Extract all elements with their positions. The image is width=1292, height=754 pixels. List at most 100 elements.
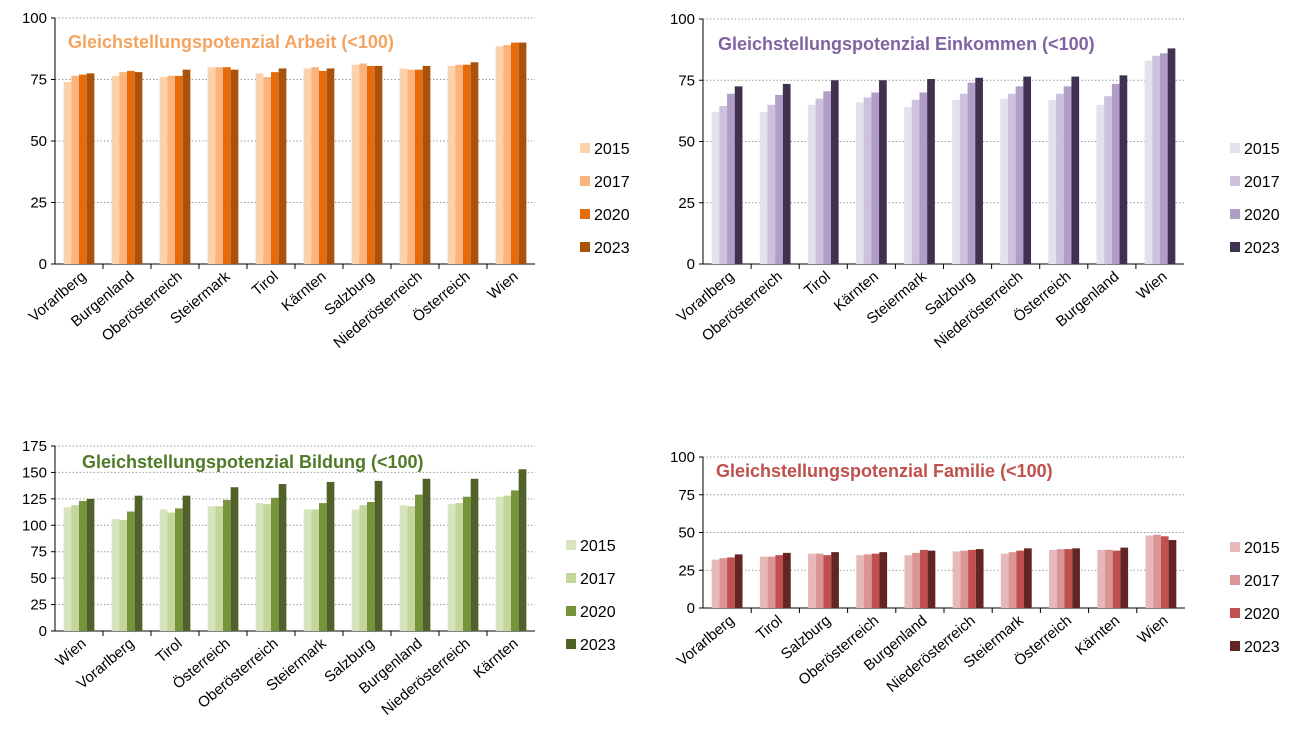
bar-2023: [518, 469, 527, 631]
bar-2015: [255, 503, 264, 631]
y-tick-label: 100: [22, 517, 47, 534]
legend-swatch: [1230, 608, 1240, 618]
legend-label: 2017: [594, 174, 630, 191]
bar-2015: [711, 112, 720, 264]
y-tick-label: 25: [30, 195, 47, 212]
bar-2023: [830, 80, 839, 264]
bar-2017: [407, 69, 415, 264]
plot-area: 0255075100VorarlbergBurgenlandOberösterr…: [22, 10, 535, 352]
legend-swatch: [1230, 209, 1240, 219]
bar-2023: [470, 62, 479, 264]
bar-2017: [767, 556, 776, 608]
legend-swatch: [566, 540, 576, 550]
bar-2017: [503, 495, 511, 631]
chart-arbeit-panel: 0 25 50 75 100 Vorarlberg Burgenland Oberösterr…: [0, 0, 646, 374]
bar-2023: [927, 550, 936, 608]
bar-2017: [71, 75, 79, 264]
y-tick-label: 25: [678, 562, 695, 579]
x-tick-label: Niederösterreich: [931, 268, 1026, 352]
bar-2015: [807, 104, 816, 264]
bar-2015: [303, 68, 312, 265]
bar-2020: [79, 74, 87, 264]
legend-label: 2017: [580, 571, 616, 588]
y-tick-label: 50: [678, 134, 695, 151]
bar-2023: [734, 86, 743, 264]
x-tick-label: Tirol: [753, 612, 786, 643]
bar-2023: [831, 552, 839, 608]
bar-2020: [415, 69, 423, 264]
bar-2017: [263, 77, 271, 264]
legend-swatch: [1230, 641, 1240, 651]
bar-2023: [1023, 76, 1032, 264]
bar-2020: [367, 502, 375, 631]
bar-2020: [1111, 83, 1120, 264]
y-tick-label: 50: [678, 525, 695, 542]
bar-2015: [904, 555, 913, 608]
bar-2023: [86, 73, 95, 264]
bar-2017: [407, 506, 415, 631]
bar-2017: [912, 552, 920, 608]
bar-2017: [960, 550, 969, 608]
bar-2017: [1153, 534, 1161, 608]
legend-label: 2020: [594, 207, 630, 224]
bar-2015: [63, 507, 72, 631]
x-tick-label: Niederösterreich: [378, 635, 473, 719]
legend-label: 2020: [1244, 207, 1280, 224]
bar-2017: [1056, 93, 1064, 264]
legend-label: 2023: [580, 637, 616, 654]
bar-2020: [1015, 86, 1024, 264]
bar-2015: [904, 107, 912, 264]
bar-2015: [111, 75, 120, 264]
bar-2020: [919, 92, 928, 264]
bar-2017: [119, 72, 127, 265]
bar-2015: [159, 509, 168, 631]
x-tick-label: Tirol: [801, 268, 834, 299]
bar-2017: [215, 67, 223, 264]
bar-2017: [359, 505, 367, 631]
bar-2017: [1104, 96, 1112, 264]
bar-2020: [127, 511, 135, 631]
chart-einkommen-panel: 0 25 50 75 100 Vorarlberg Oberösterreich Tirol K…: [646, 0, 1292, 374]
bar-2017: [767, 104, 776, 264]
bar-2017: [119, 520, 127, 631]
bar-2017: [167, 512, 175, 631]
legend-label: 2023: [1244, 639, 1280, 656]
bar-2020: [823, 555, 832, 608]
bar-2015: [447, 65, 456, 264]
x-tick-label: Wien: [52, 635, 89, 670]
chart-title: Gleichstellungspotenzial Einkommen (<100…: [718, 34, 1095, 54]
bar-2015: [759, 556, 768, 608]
bar-2023: [134, 72, 143, 265]
bar-2020: [175, 75, 183, 264]
bar-2017: [167, 75, 175, 264]
bar-2023: [278, 484, 287, 631]
bar-2023: [374, 65, 383, 264]
bar-2020: [463, 64, 471, 265]
bar-2020: [319, 503, 327, 631]
bar-2017: [815, 98, 824, 264]
bar-2017: [959, 93, 968, 264]
bar-2023: [782, 83, 791, 264]
bar-2023: [975, 549, 984, 608]
bar-2015: [399, 505, 408, 631]
bar-2015: [495, 46, 504, 264]
bar-2020: [511, 490, 519, 631]
bar-2015: [808, 553, 816, 608]
x-tick-label: Kärnten: [1072, 612, 1123, 659]
legend-label: 2015: [1244, 141, 1280, 158]
y-tick-label: 100: [670, 11, 695, 28]
bar-2023: [734, 554, 743, 608]
bar-2023: [230, 487, 239, 631]
bar-2020: [775, 94, 783, 264]
y-tick-label: 0: [687, 256, 695, 273]
chart-title: Gleichstellungspotenzial Arbeit (<100): [68, 32, 394, 52]
bar-2020: [727, 93, 735, 264]
bar-2020: [271, 497, 279, 631]
legend: 2015 2017 2020 2023: [580, 141, 630, 257]
bar-2017: [215, 506, 223, 631]
x-tick-label: Wien: [1134, 612, 1171, 647]
legend-label: 2020: [1244, 606, 1280, 623]
bar-2020: [415, 494, 423, 631]
